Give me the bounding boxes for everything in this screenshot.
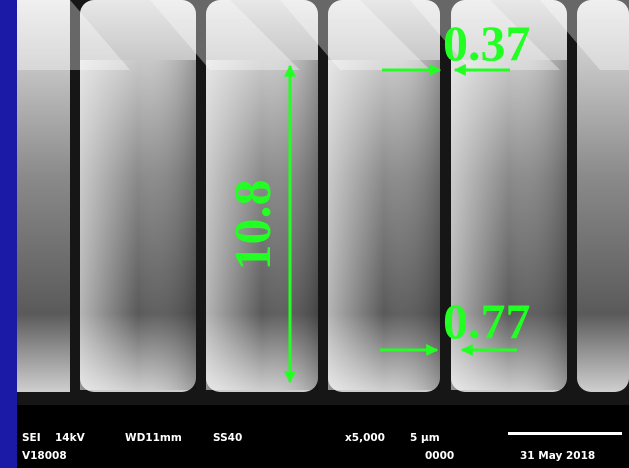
sem-image	[17, 0, 629, 468]
sem-figure: 0.37 0.77 10.8 SEI 14kV WD11mm SS40 x5,0…	[0, 0, 629, 468]
info-text: 5 μm	[410, 432, 440, 444]
info-text: SS40	[213, 432, 242, 444]
page: 0.37 0.77 10.8 SEI 14kV WD11mm SS40 x5,0…	[0, 0, 629, 468]
height-label: 10.8	[225, 180, 282, 271]
info-text: 0000	[425, 450, 454, 462]
info-text: WD11mm	[125, 432, 182, 444]
info-text: x5,000	[345, 432, 385, 444]
info-text: 31 May 2018	[520, 450, 595, 462]
info-text: V18008	[22, 450, 67, 462]
gap-label: 0.77	[443, 293, 531, 349]
info-text: 14kV	[55, 432, 86, 444]
gap-label: 0.37	[443, 15, 531, 71]
scale-bar	[508, 432, 622, 435]
info-text: SEI	[22, 432, 41, 444]
